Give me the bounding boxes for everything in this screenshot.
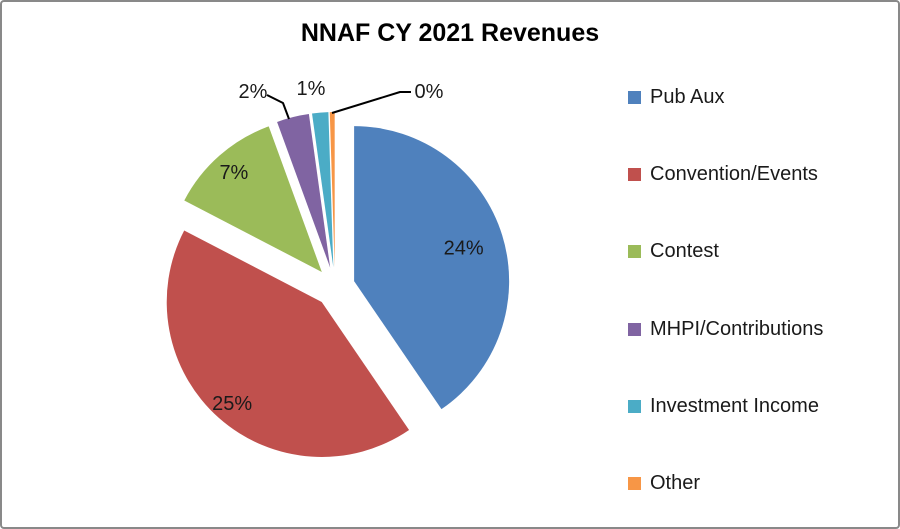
legend-swatch-convention-events <box>628 167 641 181</box>
legend-label-convention-events: Convention/Events <box>650 163 818 185</box>
legend-item-convention-events: Convention/Events <box>628 163 818 185</box>
legend-label-investment-income: Investment Income <box>650 395 819 417</box>
pie-slice-mhpi-contributions <box>277 114 331 268</box>
legend-swatch-mhpi-contributions <box>628 322 641 336</box>
leader-line-mhpi-contributions <box>266 94 290 120</box>
data-label-pub-aux: 24% <box>444 237 484 259</box>
data-label-mhpi-contributions: 2% <box>239 81 268 103</box>
legend-item-investment-income: Investment Income <box>628 395 819 417</box>
legend-label-pub-aux: Pub Aux <box>650 86 725 108</box>
pie-slice-pub-aux <box>354 126 510 410</box>
data-label-investment-income: 1% <box>297 78 326 100</box>
data-label-contest: 7% <box>219 162 248 184</box>
legend-item-other: Other <box>628 472 700 494</box>
legend-item-contest: Contest <box>628 240 719 262</box>
legend: Pub Aux Convention/Events Contest MHPI/Cont… <box>628 0 888 529</box>
data-label-convention-events: 25% <box>212 393 252 415</box>
legend-label-other: Other <box>650 472 701 494</box>
legend-label-mhpi-contributions: MHPI/Contributions <box>650 318 824 340</box>
pie-slice-investment-income <box>312 112 334 268</box>
pie-slice-other <box>329 112 335 267</box>
legend-swatch-other <box>628 476 641 490</box>
data-label-other: 0% <box>415 81 444 103</box>
chart-title: NNAF CY 2021 Revenues <box>300 19 600 47</box>
leader-line-other <box>331 91 411 114</box>
pie-slice-convention-events <box>166 230 410 457</box>
pie-slice-contest <box>184 126 322 272</box>
legend-swatch-investment-income <box>628 399 641 413</box>
legend-label-contest: Contest <box>650 240 719 262</box>
legend-item-pub-aux: Pub Aux <box>628 86 725 108</box>
legend-item-mhpi-contributions: MHPI/Contributions <box>628 318 823 340</box>
legend-swatch-contest <box>628 244 641 258</box>
legend-swatch-pub-aux <box>628 90 641 104</box>
